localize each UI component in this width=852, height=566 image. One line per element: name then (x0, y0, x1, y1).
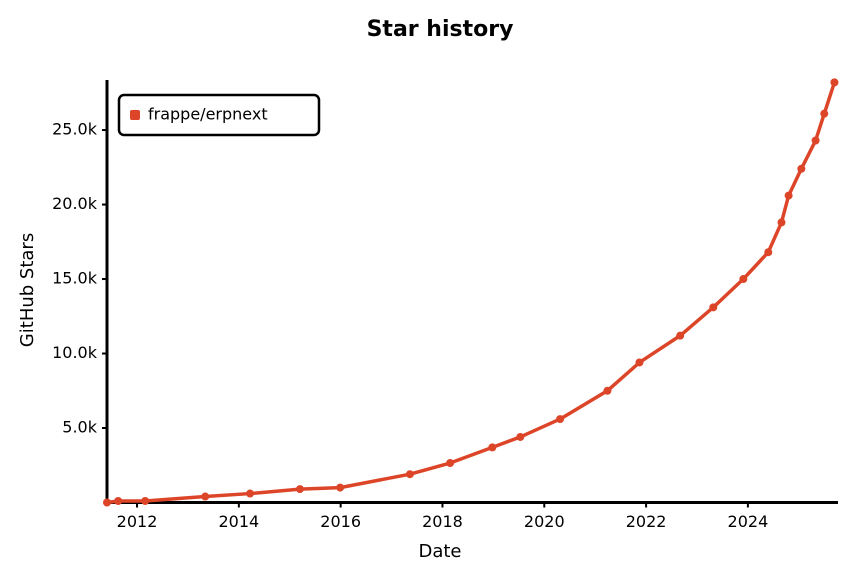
point (103, 498, 111, 507)
point (446, 459, 455, 468)
x-tick-label: 2022 (626, 512, 667, 531)
point (784, 191, 793, 200)
y-tick-label: 25.0k (52, 120, 98, 139)
y-tick-label: 15.0k (52, 269, 98, 288)
point (830, 78, 839, 87)
point (739, 275, 748, 284)
x-axis-label: Date (418, 541, 461, 562)
point (676, 331, 685, 340)
point (797, 164, 806, 173)
legend-swatch (130, 110, 140, 120)
point (141, 497, 150, 506)
x-tick-label: 2024 (728, 512, 769, 531)
point (405, 470, 414, 479)
x-tick-label: 2016 (320, 512, 361, 531)
x-tick-label: 2018 (422, 512, 463, 531)
point (488, 443, 497, 452)
point (556, 415, 565, 424)
point (764, 248, 773, 257)
point (516, 432, 525, 441)
point (777, 218, 786, 227)
y-tick-label: 5.0k (62, 418, 97, 437)
point (811, 136, 820, 145)
line (105, 80, 837, 505)
point (603, 386, 612, 395)
chart-title: Star history (367, 17, 514, 42)
point (635, 358, 644, 367)
point (201, 492, 210, 501)
point (709, 303, 718, 312)
x-tick-label: 2014 (218, 512, 259, 531)
legend-box (117, 93, 321, 137)
x-tick-label: 2012 (117, 512, 158, 531)
point (820, 109, 829, 118)
point (336, 483, 345, 492)
legend-label: frappe/erpnext (148, 105, 268, 124)
y-axis-label: GitHub Stars (17, 233, 38, 347)
x-tick-label: 2020 (524, 512, 565, 531)
legend: frappe/erpnext (117, 93, 321, 137)
point (114, 497, 123, 506)
y-tick-label: 10.0k (52, 343, 98, 362)
y-tick-label: 20.0k (52, 194, 98, 213)
point (295, 485, 304, 494)
point (246, 489, 255, 498)
